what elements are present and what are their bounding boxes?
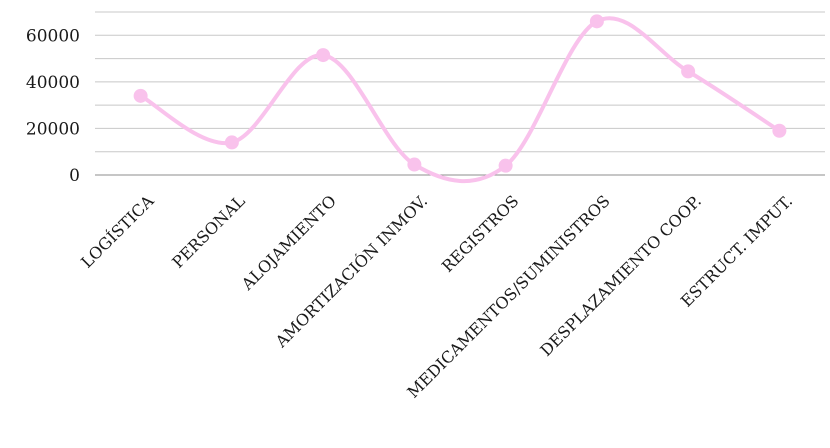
- data-point-3: [407, 157, 422, 172]
- y-tick-label-20000: 20000: [26, 119, 80, 139]
- y-tick-label-60000: 60000: [26, 26, 80, 46]
- data-point-2: [316, 48, 331, 63]
- x-category-label-4: REGISTROS: [438, 191, 523, 276]
- x-category-label-3: AMORTIZACIÓN INMOV.: [270, 191, 431, 352]
- data-point-4: [498, 158, 513, 173]
- x-category-label-2: ALOJAMIENTO: [237, 191, 340, 294]
- y-tick-label-40000: 40000: [26, 73, 80, 93]
- gridlines: [95, 11, 825, 176]
- series-layer: [133, 14, 787, 184]
- y-axis-tick-labels: 0 20000 40000 60000: [26, 26, 80, 186]
- x-category-label-6: DESPLAZAMIENTO COOP.: [536, 191, 705, 360]
- y-tick-label-0: 0: [69, 166, 80, 186]
- x-axis-category-labels: LOGÍSTICA PERSONALALOJAMIENTOAMORTIZACIÓN…: [76, 190, 796, 401]
- data-point-6: [681, 64, 696, 79]
- data-point-7: [772, 123, 787, 138]
- data-point-1: [224, 135, 239, 150]
- series-line-0: [138, 16, 782, 184]
- x-category-label-1: PERSONAL: [168, 191, 249, 272]
- x-category-label-5: MEDICAMENTOS/SUMINISTROS: [403, 191, 613, 401]
- data-point-0: [133, 88, 148, 103]
- data-point-5: [589, 14, 604, 29]
- x-category-label-0: LOGÍSTICA: [76, 190, 157, 271]
